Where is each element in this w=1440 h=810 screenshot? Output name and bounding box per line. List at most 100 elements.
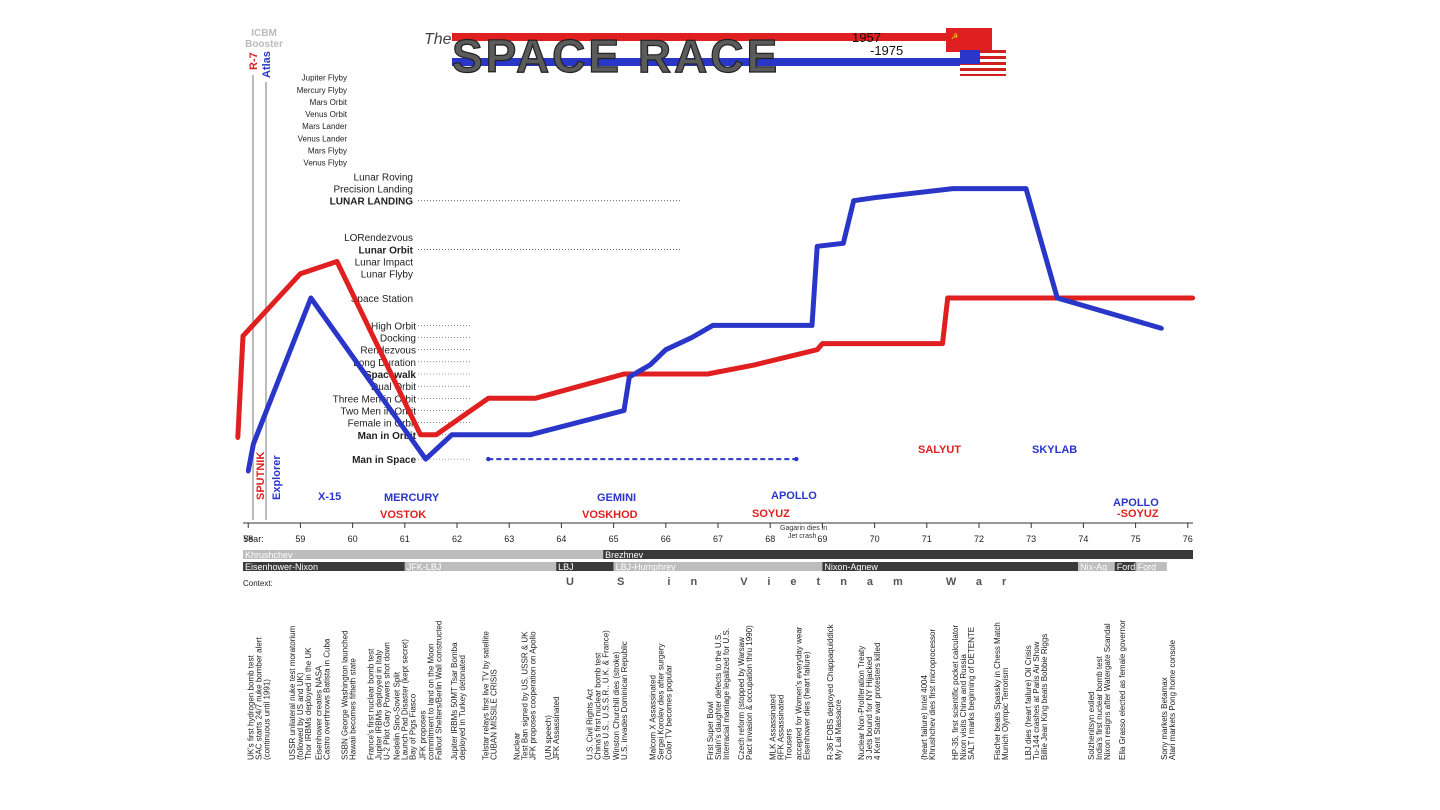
context-event-line: First Super Bowl xyxy=(706,701,715,760)
leader-label-ussr: Brezhnev xyxy=(605,550,644,560)
level-label-lunar: Lunar Impact xyxy=(355,258,414,269)
vietnam-war-label: U S in Vietnam War xyxy=(566,576,1026,588)
series-point-1 xyxy=(423,456,428,462)
x-tick-label: 69 xyxy=(817,534,827,544)
series-point-1 xyxy=(246,469,251,474)
x-tick-label: 65 xyxy=(609,534,619,544)
level-label-orbit: High Orbit xyxy=(371,321,416,332)
context-event-line: Thor IRBMs deployed in the UK xyxy=(304,647,313,760)
series-point-0 xyxy=(298,271,303,276)
series-point-0 xyxy=(235,435,240,440)
level-label-lunar: LUNAR LANDING xyxy=(330,197,414,208)
series-point-1 xyxy=(527,432,533,437)
context-event-line: (continuous until 1991) xyxy=(262,679,271,760)
level-label-lunar: Precision Landing xyxy=(334,185,414,196)
program-vostok: VOSTOK xyxy=(380,509,426,521)
series-point-1 xyxy=(710,323,715,328)
context-event-line: Ella Grasso elected as female governor xyxy=(1118,620,1127,760)
x-tick-label: 58 xyxy=(243,534,253,544)
context-event-line: Nuclear xyxy=(513,732,522,760)
context-event-line: Winston Churchill dies (stroke) xyxy=(612,651,621,760)
level-label-lunar: LORendezvous xyxy=(344,233,413,244)
level-label-orbit: Two Men in Orbit xyxy=(340,406,416,417)
context-event-line: China's first nuclear bomb test xyxy=(594,652,603,760)
context-event-line: CUBAN MISSILE CRISIS xyxy=(489,669,498,760)
title-year-end: -1975 xyxy=(870,43,903,58)
context-event-line: Czech reform (stopped by Warsaw xyxy=(737,637,746,760)
leader-label-usa: Eisenhower-Nixon xyxy=(245,562,318,572)
series-point-1 xyxy=(1159,326,1164,331)
context-event-line: Bay of Pigs Fiasco xyxy=(409,693,418,760)
leader-label-usa: LBJ-Humphrey xyxy=(616,562,677,572)
x-tick-label: 71 xyxy=(922,534,932,544)
x-tick-label: 76 xyxy=(1183,534,1193,544)
context-label: Context: xyxy=(243,579,273,588)
series-point-0 xyxy=(945,295,950,301)
level-label-orbit: Rendezvous xyxy=(360,346,416,357)
context-event-line: Trousers xyxy=(784,729,793,760)
series-point-0 xyxy=(815,347,820,352)
level-label-planetary: Venus Orbit xyxy=(305,110,348,119)
context-event-line: Munich Olympic Terrorism xyxy=(1001,667,1010,760)
context-event-line: Atari markets Pong home console xyxy=(1168,639,1177,760)
series-point-1 xyxy=(647,362,653,368)
program-soyuz: SOYUZ xyxy=(752,508,790,520)
program-gemini: GEMINI xyxy=(597,492,636,504)
series-point-1 xyxy=(841,241,846,246)
context-event-line: Nixon visits China and Russia xyxy=(959,654,968,760)
series-point-2 xyxy=(486,456,491,462)
series-point-0 xyxy=(1190,295,1196,301)
series-point-1 xyxy=(1055,295,1060,301)
leader-bars: Khrushchev Brezhnev Eisenhower-Nixon JFK-LB… xyxy=(243,550,1193,572)
context-event-line: Billie Jean King beats Bobbie Riggs xyxy=(1040,634,1049,760)
x-tick-label: 60 xyxy=(348,534,358,544)
context-event-line: Solzhenitsyn exiled xyxy=(1087,692,1096,760)
x-tick-label: 62 xyxy=(452,534,462,544)
series-point-1 xyxy=(950,186,956,191)
context-event-line: India's first nuclear bomb test xyxy=(1095,655,1104,760)
level-label-planetary: Mercury Flyby xyxy=(297,86,347,95)
context-event-line: SSBN George Washington launched xyxy=(340,630,349,760)
x-axis-label: Year: xyxy=(243,534,264,544)
leader-label-usa: LBJ xyxy=(558,562,574,572)
context-event-line: Eisenhower creates NASA xyxy=(314,665,323,760)
series-point-0 xyxy=(752,362,757,368)
series-line-1 xyxy=(245,186,1163,472)
leader-bar-usa xyxy=(613,562,823,571)
series-point-0 xyxy=(433,432,439,437)
context-event-line: Pact invasion & occupation thru 1990) xyxy=(745,625,754,760)
x-tick-label: 67 xyxy=(713,534,723,544)
context-event-line: MLK Assassinated xyxy=(768,694,777,760)
level-label-planetary: Venus Lander xyxy=(298,134,348,143)
series-point-0 xyxy=(621,371,627,377)
context-event-line: LBJ dies (heart failure) Oil Crisis xyxy=(1024,645,1033,760)
context-event-line: Nedelin Sino-Soviet Split xyxy=(393,671,402,760)
leader-bar-ussr xyxy=(243,550,604,559)
x-tick-label: 72 xyxy=(974,534,984,544)
leader-label-usa: JFK-LBJ xyxy=(407,562,442,572)
title-year-start: 1957 xyxy=(852,30,881,45)
series-point-1 xyxy=(308,295,314,301)
usa-flag xyxy=(960,50,1006,76)
leader-bar-usa xyxy=(243,562,405,571)
context-event-line: Fischer beats Spassky in Chess Match xyxy=(993,622,1002,760)
x-tick-label: 64 xyxy=(556,534,566,544)
program-mercury: MERCURY xyxy=(384,492,440,504)
leader-label-ussr: Khrushchev xyxy=(245,550,293,560)
series-point-1 xyxy=(475,432,481,437)
series-point-0 xyxy=(533,396,538,401)
series-point-0 xyxy=(820,341,825,346)
series-point-1 xyxy=(851,198,856,203)
series-point-1 xyxy=(627,374,632,380)
leader-label-usa: Nixon-Agnew xyxy=(824,562,878,572)
series-point-0 xyxy=(418,432,423,437)
context-event-line: (UN speech) xyxy=(544,715,553,760)
leader-label-usa: Ford xyxy=(1117,562,1136,572)
level-label-orbit: Man in Orbit xyxy=(358,431,417,442)
program-skylab: SKYLAB xyxy=(1032,444,1077,456)
chart-title: SPACE RACE xyxy=(452,30,780,82)
context-event-line: U.S. invades Dominican Republic xyxy=(620,641,629,760)
context-event-line: (followed by US and UK) xyxy=(296,672,305,760)
series-point-1 xyxy=(815,244,820,249)
level-label-lunar: Lunar Roving xyxy=(354,172,413,183)
